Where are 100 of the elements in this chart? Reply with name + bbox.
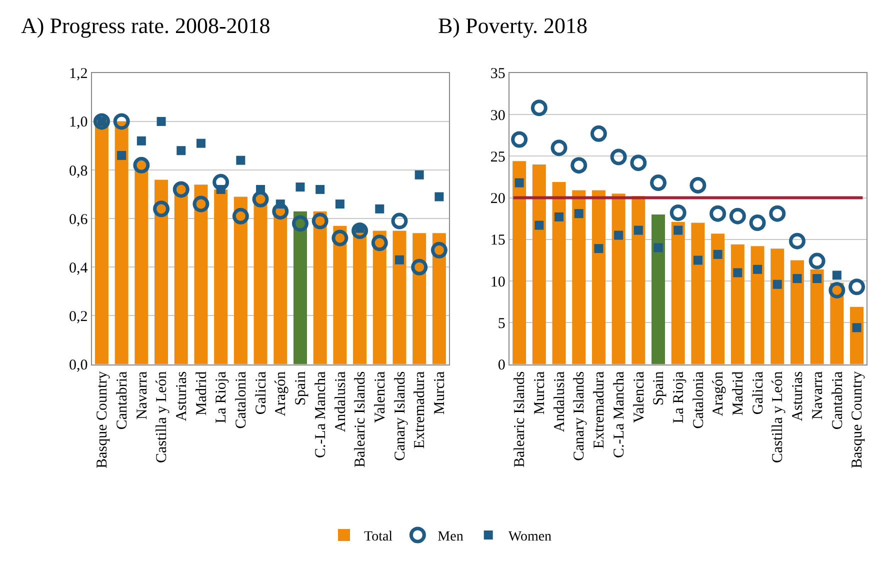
- point: [156, 116, 166, 126]
- x-tick-label: Asturias: [174, 371, 190, 422]
- bar: [770, 248, 784, 364]
- point: [411, 258, 428, 276]
- point: [212, 174, 230, 190]
- point: [832, 270, 842, 280]
- chart-title: A) Progress rate. 2008-2018: [21, 13, 270, 38]
- point: [172, 181, 190, 198]
- bar: [711, 234, 725, 364]
- point: [550, 140, 568, 156]
- x-tick-label: Balearic Islands: [352, 371, 369, 468]
- point: [394, 255, 404, 264]
- x-tick-label: Aragón: [273, 370, 290, 416]
- x-tick-label: Navarra: [134, 370, 150, 420]
- x-tick-label: Aragón: [710, 370, 727, 416]
- x-tick-label: Castilla y León: [154, 370, 170, 463]
- x-tick-label: Extremadura: [592, 370, 608, 449]
- point: [332, 230, 348, 246]
- y-tick-label: 0,6: [69, 212, 88, 228]
- point: [216, 184, 226, 194]
- y-tick-label: 0: [498, 358, 506, 374]
- point: [252, 190, 269, 208]
- bar: [671, 222, 685, 364]
- point: [534, 220, 544, 230]
- point: [590, 125, 607, 142]
- point: [375, 204, 384, 214]
- point: [133, 156, 150, 174]
- point: [670, 204, 686, 222]
- point: [530, 100, 548, 116]
- bar: [274, 206, 288, 364]
- point: [554, 212, 564, 222]
- point: [634, 226, 643, 235]
- point: [574, 209, 584, 218]
- x-tick-label: Galicia: [750, 370, 766, 415]
- x-tick-label: Castilla y León: [770, 370, 786, 463]
- point: [710, 205, 726, 222]
- point: [614, 230, 624, 240]
- point: [232, 208, 249, 224]
- point: [371, 234, 388, 252]
- bar: [432, 233, 446, 364]
- point: [812, 274, 822, 284]
- x-tick-label: C.-La Mancha: [312, 370, 329, 458]
- bar: [512, 161, 526, 364]
- point: [272, 203, 289, 220]
- point: [852, 323, 862, 332]
- y-tick-label: 1,0: [69, 114, 88, 131]
- x-tick-label: La Rioja: [214, 370, 230, 424]
- bar: [293, 211, 307, 364]
- point: [292, 215, 308, 232]
- x-tick-label: Madrid: [730, 370, 747, 416]
- bar: [333, 226, 347, 364]
- point: [117, 150, 126, 160]
- x-tick-label: Cantabria: [830, 370, 846, 430]
- y-tick-label: 30: [490, 108, 506, 124]
- x-tick-label: Balearic Islands: [512, 371, 528, 468]
- point: [236, 156, 246, 165]
- x-tick-label: Galicia: [253, 370, 270, 415]
- bar: [94, 121, 108, 364]
- x-tick-label: Andalusia: [552, 370, 568, 432]
- y-tick-label: 0,2: [69, 308, 88, 325]
- x-tick-label: Andalusia: [332, 370, 349, 432]
- point: [93, 113, 110, 130]
- point: [511, 131, 528, 148]
- point: [434, 192, 444, 202]
- bar: [790, 260, 804, 364]
- y-tick-label: 0,8: [69, 163, 88, 180]
- y-tick-label: 10: [490, 274, 506, 290]
- bar: [592, 190, 606, 364]
- bar: [572, 190, 586, 364]
- bar: [730, 244, 744, 364]
- bar: [114, 121, 128, 364]
- y-tick-label: 1,2: [69, 66, 88, 82]
- bar: [412, 233, 426, 364]
- y-tick-label: 0,4: [69, 260, 88, 276]
- bar: [194, 184, 208, 364]
- point: [176, 146, 186, 156]
- point: [335, 200, 344, 209]
- bar: [372, 230, 386, 364]
- y-tick-label: 20: [490, 191, 506, 208]
- point: [690, 177, 706, 194]
- y-tick-label: 35: [490, 66, 506, 82]
- bar: [134, 160, 148, 364]
- y-tick-label: 25: [490, 149, 506, 166]
- point: [729, 208, 746, 224]
- point: [792, 274, 802, 284]
- bar: [234, 196, 248, 364]
- bar: [392, 230, 406, 364]
- bar: [313, 211, 327, 364]
- bar: [174, 184, 188, 364]
- bar: [552, 182, 566, 364]
- x-tick-label: Basque Country: [850, 370, 866, 468]
- point: [192, 196, 210, 212]
- point: [753, 264, 762, 274]
- point: [414, 170, 424, 180]
- bar: [750, 246, 764, 364]
- bar: [154, 180, 168, 364]
- x-tick-label: Murcia: [532, 370, 548, 415]
- x-tick-label: Basque Country: [94, 370, 111, 468]
- legend-label: Men: [438, 529, 464, 544]
- point: [570, 157, 588, 174]
